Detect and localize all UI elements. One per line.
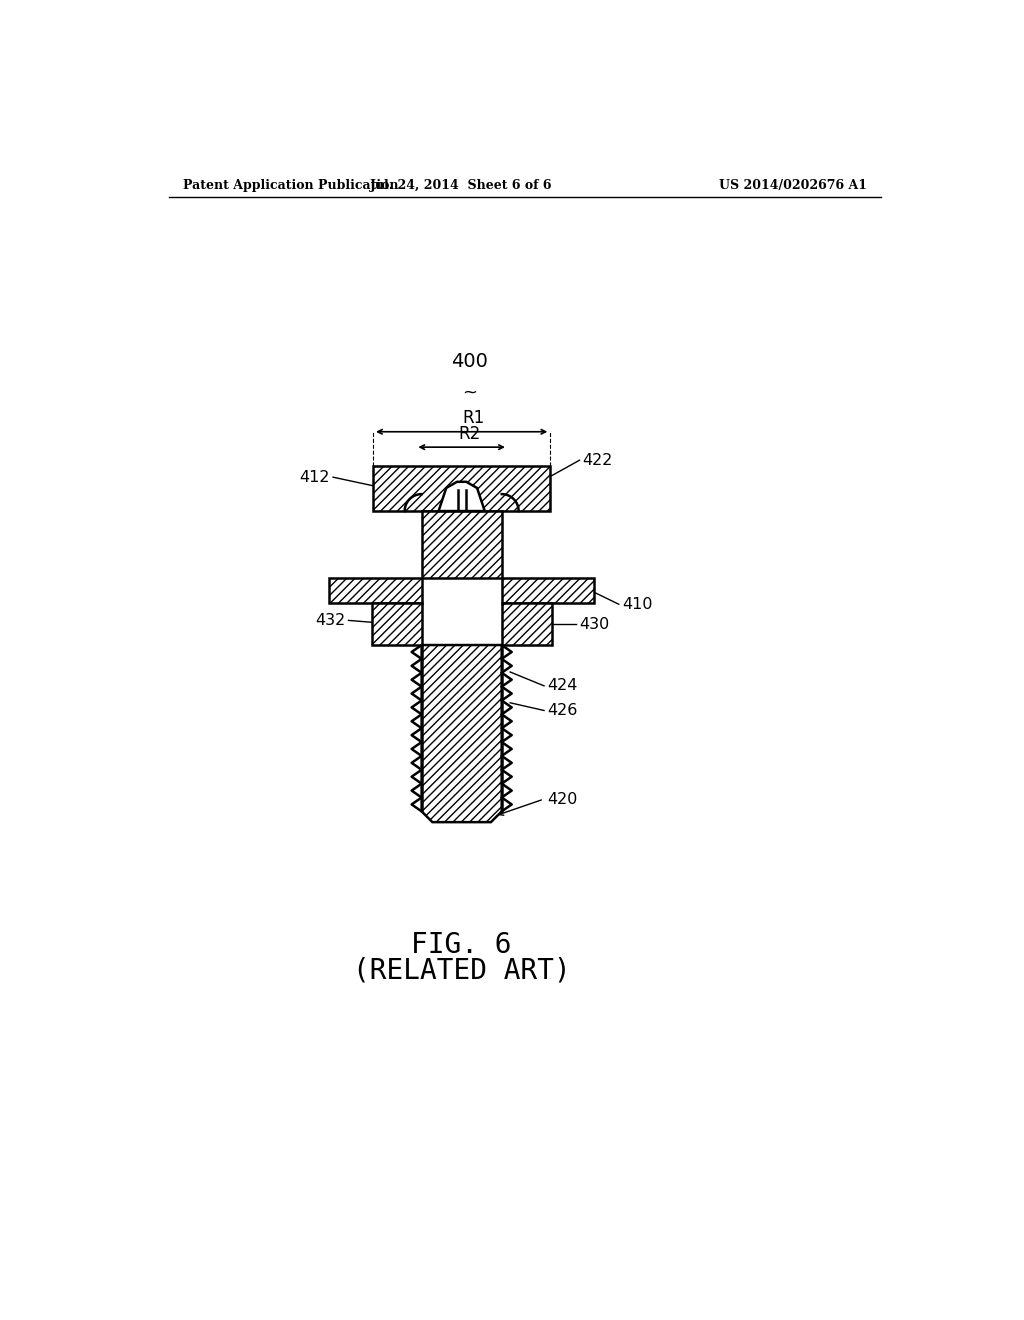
Text: 424: 424 xyxy=(547,678,578,693)
Text: 422: 422 xyxy=(583,453,613,467)
Polygon shape xyxy=(373,466,550,511)
Text: US 2014/0202676 A1: US 2014/0202676 A1 xyxy=(719,178,866,191)
Polygon shape xyxy=(438,482,484,511)
Text: 410: 410 xyxy=(622,597,652,611)
Text: 400: 400 xyxy=(451,352,487,371)
Text: Jul. 24, 2014  Sheet 6 of 6: Jul. 24, 2014 Sheet 6 of 6 xyxy=(371,178,553,191)
Text: 420: 420 xyxy=(547,792,578,807)
Text: 426: 426 xyxy=(547,704,578,718)
Text: 412: 412 xyxy=(299,470,330,484)
Polygon shape xyxy=(502,603,552,645)
Polygon shape xyxy=(372,603,422,645)
Text: FIG. 6: FIG. 6 xyxy=(412,932,512,960)
Polygon shape xyxy=(330,578,422,603)
Polygon shape xyxy=(422,645,502,822)
Text: Patent Application Publication: Patent Application Publication xyxy=(183,178,398,191)
Text: R1: R1 xyxy=(462,409,484,428)
Text: R2: R2 xyxy=(458,425,480,444)
Text: ~: ~ xyxy=(462,383,477,401)
Text: 432: 432 xyxy=(315,612,345,628)
Text: (RELATED ART): (RELATED ART) xyxy=(353,957,570,985)
Polygon shape xyxy=(502,578,594,603)
Text: 430: 430 xyxy=(580,616,609,632)
Polygon shape xyxy=(422,511,502,578)
